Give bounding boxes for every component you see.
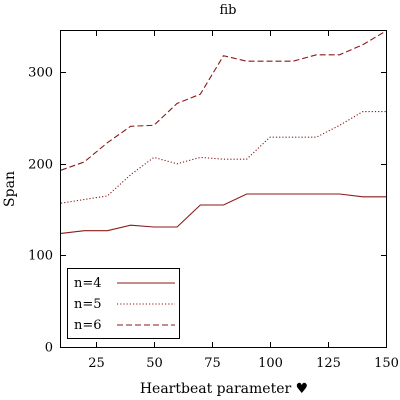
legend: n=4 n=5 n=6 bbox=[67, 268, 180, 339]
chart-title: fib bbox=[220, 3, 237, 18]
series-line-3 bbox=[60, 30, 387, 171]
legend-label: n=6 bbox=[74, 318, 102, 333]
legend-label: n=4 bbox=[74, 276, 102, 291]
x-tick-label: 75 bbox=[204, 356, 221, 371]
legend-label: n=5 bbox=[74, 297, 102, 312]
y-tick-label: 0 bbox=[45, 341, 53, 356]
y-tick-label: 200 bbox=[28, 158, 53, 173]
x-axis-label: Heartbeat parameter ♥ bbox=[140, 381, 308, 397]
x-tick-label: 125 bbox=[316, 356, 341, 371]
y-tick-label: 100 bbox=[28, 249, 53, 264]
y-axis-label: Span bbox=[2, 171, 18, 207]
series-line-2 bbox=[60, 111, 386, 204]
plot-frame bbox=[60, 30, 387, 348]
x-tick-label: 25 bbox=[88, 356, 105, 371]
axis-ticks: 25 50 75 100 125 150 0 100 200 300 bbox=[28, 31, 399, 371]
series-line-1 bbox=[60, 193, 386, 234]
x-tick-label: 100 bbox=[258, 356, 283, 371]
x-tick-label: 50 bbox=[146, 356, 163, 371]
x-tick-label: 150 bbox=[374, 356, 399, 371]
y-tick-label: 300 bbox=[28, 66, 53, 81]
series-lines bbox=[60, 30, 387, 234]
